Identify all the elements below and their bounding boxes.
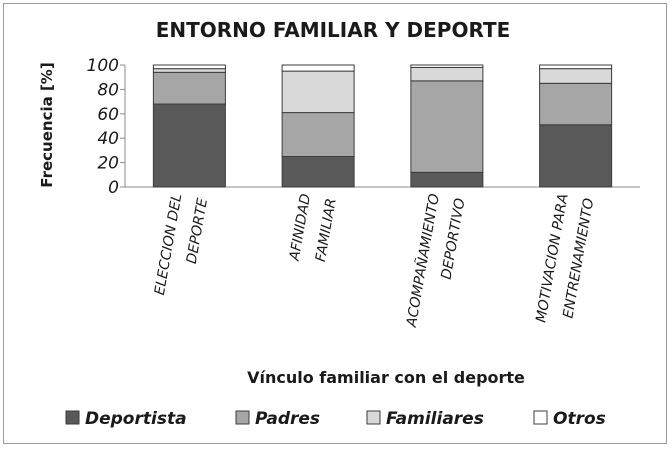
bar-segment-otros xyxy=(281,64,355,72)
category-label-line: FAMILIAR xyxy=(313,197,340,263)
legend-label: Deportista xyxy=(85,409,187,429)
bar-segment-otros xyxy=(410,64,484,68)
bar-segment-familiares xyxy=(539,68,613,84)
y-tick-label: 80 xyxy=(97,80,119,100)
bar-segment-familiares xyxy=(410,66,484,82)
legend-label: Padres xyxy=(255,409,320,429)
bar-segment-deportista xyxy=(152,103,226,188)
x-axis-label: Vínculo familiar con el deporte xyxy=(247,368,525,387)
bar-segment-padres xyxy=(152,71,226,105)
bar-segment-familiares xyxy=(281,70,355,114)
category-label-line: ACOMPAÑAMIENTO xyxy=(403,192,443,329)
legend-swatch xyxy=(533,410,548,425)
category-label-line: DEPORTIVO xyxy=(439,197,469,281)
y-tick-label: 20 xyxy=(97,154,119,174)
bar-segment-padres xyxy=(539,82,613,126)
legend-item-deportista: Deportista xyxy=(65,409,187,429)
bar-segment-padres xyxy=(281,112,355,157)
bar-segment-padres xyxy=(410,80,484,173)
legend-item-otros: Otros xyxy=(533,409,606,429)
y-tick-label: 100 xyxy=(87,56,119,76)
bar-segment-familiares xyxy=(152,68,226,73)
legend-swatch xyxy=(366,410,381,425)
legend-label: Familiares xyxy=(386,409,484,429)
legend-item-padres: Padres xyxy=(235,409,320,429)
y-axis-label: Frecuencia [%] xyxy=(38,62,56,187)
y-tick-label: 40 xyxy=(97,129,119,149)
bar-segment-deportista xyxy=(281,156,355,188)
legend-swatch xyxy=(235,410,250,425)
legend: Deportista Padres Familiares Otros xyxy=(65,409,606,429)
legend-swatch xyxy=(65,410,80,425)
legend-item-familiares: Familiares xyxy=(366,409,484,429)
category-label-line: ELECCION DEL xyxy=(152,193,186,297)
y-axis-ticks: 0 20 40 60 80 100 xyxy=(87,56,125,198)
bar-segment-otros xyxy=(539,64,613,70)
category-label-line: AFINIDAD xyxy=(287,192,315,262)
category-label-line: DEPORTE xyxy=(184,197,211,265)
chart-title: ENTORNO FAMILIAR Y DEPORTE xyxy=(156,18,511,42)
bar-segment-otros xyxy=(152,64,226,70)
y-tick-label: 60 xyxy=(97,105,119,125)
y-tick-label: 0 xyxy=(108,178,119,198)
bar-segment-deportista xyxy=(410,171,484,188)
bar-segment-deportista xyxy=(539,124,613,188)
legend-label: Otros xyxy=(553,409,606,429)
bars xyxy=(152,64,613,188)
